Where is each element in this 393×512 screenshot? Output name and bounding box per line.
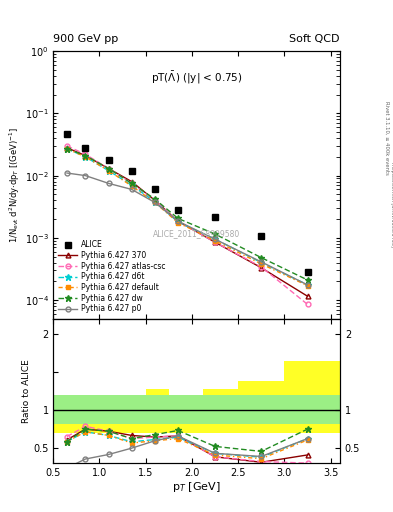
Pythia 6.427 dw <box>305 277 310 283</box>
X-axis label: p$_T$ [GeV]: p$_T$ [GeV] <box>172 480 221 494</box>
Pythia 6.427 dw <box>176 216 180 222</box>
Pythia 6.427 370 <box>83 153 88 159</box>
Pythia 6.427 370 <box>213 239 217 245</box>
Pythia 6.427 d6t <box>259 260 264 266</box>
Pythia 6.427 p0 <box>176 218 180 224</box>
Pythia 6.427 d6t <box>176 219 180 225</box>
Pythia 6.427 default <box>129 183 134 189</box>
Text: mcplots.cern.ch [arXiv:1306.3436]: mcplots.cern.ch [arXiv:1306.3436] <box>390 162 393 247</box>
Line: Pythia 6.427 d6t: Pythia 6.427 d6t <box>63 145 311 288</box>
Pythia 6.427 atlas-csc <box>259 264 264 270</box>
Pythia 6.427 atlas-csc <box>64 143 69 149</box>
Pythia 6.427 d6t <box>129 182 134 188</box>
Line: Pythia 6.427 p0: Pythia 6.427 p0 <box>64 170 310 287</box>
Pythia 6.427 dw <box>64 146 69 152</box>
Pythia 6.427 370 <box>152 197 157 203</box>
Text: pT($\bar{\Lambda}$) (|y| < 0.75): pT($\bar{\Lambda}$) (|y| < 0.75) <box>151 70 242 86</box>
Pythia 6.427 d6t <box>83 154 88 160</box>
Legend: ALICE, Pythia 6.427 370, Pythia 6.427 atlas-csc, Pythia 6.427 d6t, Pythia 6.427 : ALICE, Pythia 6.427 370, Pythia 6.427 at… <box>57 239 167 315</box>
ALICE <box>106 157 111 163</box>
Pythia 6.427 default <box>106 167 111 174</box>
ALICE <box>259 233 264 240</box>
Line: Pythia 6.427 default: Pythia 6.427 default <box>64 146 310 288</box>
Pythia 6.427 atlas-csc <box>106 165 111 172</box>
ALICE <box>213 214 217 220</box>
Pythia 6.427 p0 <box>305 282 310 288</box>
Y-axis label: 1/N$_{\rm evt}$ d$^2$N/dy$\cdot$dp$_T$ [(GeV)$^{-1}$]: 1/N$_{\rm evt}$ d$^2$N/dy$\cdot$dp$_T$ [… <box>7 127 22 243</box>
ALICE <box>305 269 310 275</box>
Pythia 6.427 dw <box>213 231 217 237</box>
Pythia 6.427 dw <box>259 254 264 261</box>
ALICE <box>152 185 157 191</box>
ALICE <box>83 145 88 151</box>
Pythia 6.427 370 <box>106 165 111 172</box>
Line: ALICE: ALICE <box>63 131 311 275</box>
Pythia 6.427 370 <box>259 265 264 271</box>
Pythia 6.427 p0 <box>64 170 69 176</box>
Pythia 6.427 default <box>305 283 310 289</box>
Pythia 6.427 default <box>259 261 264 267</box>
Pythia 6.427 dw <box>106 165 111 172</box>
Text: Soft QCD: Soft QCD <box>290 33 340 44</box>
Pythia 6.427 d6t <box>152 199 157 205</box>
Pythia 6.427 370 <box>305 293 310 300</box>
Y-axis label: Ratio to ALICE: Ratio to ALICE <box>22 359 31 423</box>
Pythia 6.427 dw <box>129 180 134 186</box>
Pythia 6.427 p0 <box>152 199 157 205</box>
Pythia 6.427 d6t <box>305 282 310 288</box>
Pythia 6.427 370 <box>64 145 69 151</box>
ALICE <box>129 167 134 174</box>
Pythia 6.427 default <box>152 199 157 205</box>
Pythia 6.427 default <box>213 238 217 244</box>
Pythia 6.427 default <box>83 154 88 160</box>
Pythia 6.427 d6t <box>213 236 217 242</box>
Pythia 6.427 atlas-csc <box>305 302 310 308</box>
Pythia 6.427 d6t <box>106 167 111 174</box>
Pythia 6.427 atlas-csc <box>129 180 134 186</box>
Line: Pythia 6.427 atlas-csc: Pythia 6.427 atlas-csc <box>64 143 310 307</box>
Pythia 6.427 370 <box>176 218 180 224</box>
Text: ALICE_2011_S8909580: ALICE_2011_S8909580 <box>153 229 240 238</box>
Pythia 6.427 atlas-csc <box>83 151 88 157</box>
Pythia 6.427 p0 <box>83 173 88 179</box>
Pythia 6.427 p0 <box>106 180 111 186</box>
Pythia 6.427 dw <box>83 153 88 159</box>
Text: Rivet 3.1.10, ≥ 400k events: Rivet 3.1.10, ≥ 400k events <box>384 101 389 175</box>
Pythia 6.427 dw <box>152 196 157 202</box>
Pythia 6.427 p0 <box>259 259 264 265</box>
Line: Pythia 6.427 dw: Pythia 6.427 dw <box>63 145 311 284</box>
ALICE <box>176 207 180 213</box>
ALICE <box>64 131 69 137</box>
Pythia 6.427 p0 <box>129 186 134 193</box>
Text: 900 GeV pp: 900 GeV pp <box>53 33 118 44</box>
Pythia 6.427 370 <box>129 179 134 185</box>
Pythia 6.427 default <box>64 146 69 152</box>
Pythia 6.427 atlas-csc <box>152 197 157 203</box>
Pythia 6.427 atlas-csc <box>176 218 180 224</box>
Line: Pythia 6.427 370: Pythia 6.427 370 <box>64 145 310 298</box>
Pythia 6.427 d6t <box>64 146 69 152</box>
Pythia 6.427 p0 <box>213 236 217 242</box>
Pythia 6.427 atlas-csc <box>213 239 217 245</box>
Pythia 6.427 default <box>176 220 180 226</box>
